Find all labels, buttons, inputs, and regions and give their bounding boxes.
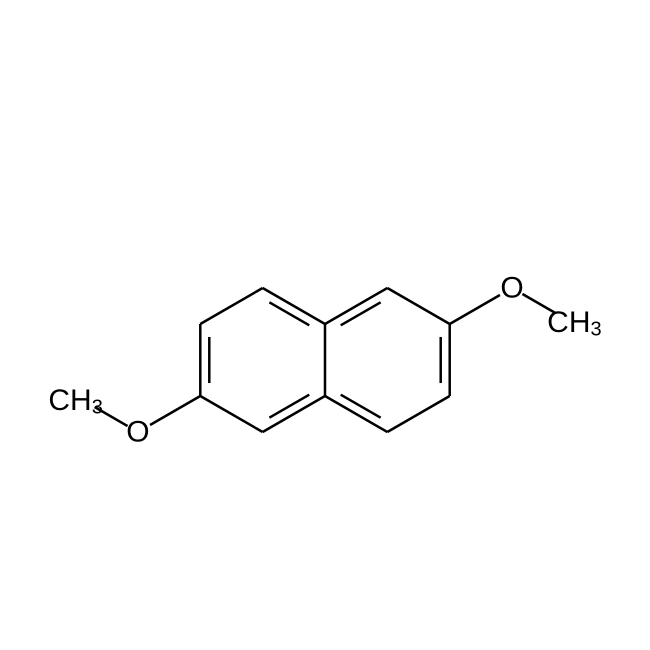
atom-label: CH3 (547, 306, 601, 341)
atom-label: O (126, 416, 149, 449)
atom-label: O (500, 272, 523, 305)
atom-label: CH3 (48, 384, 102, 419)
chemical-structure-diagram: O O CH3 CH3 (0, 0, 650, 650)
